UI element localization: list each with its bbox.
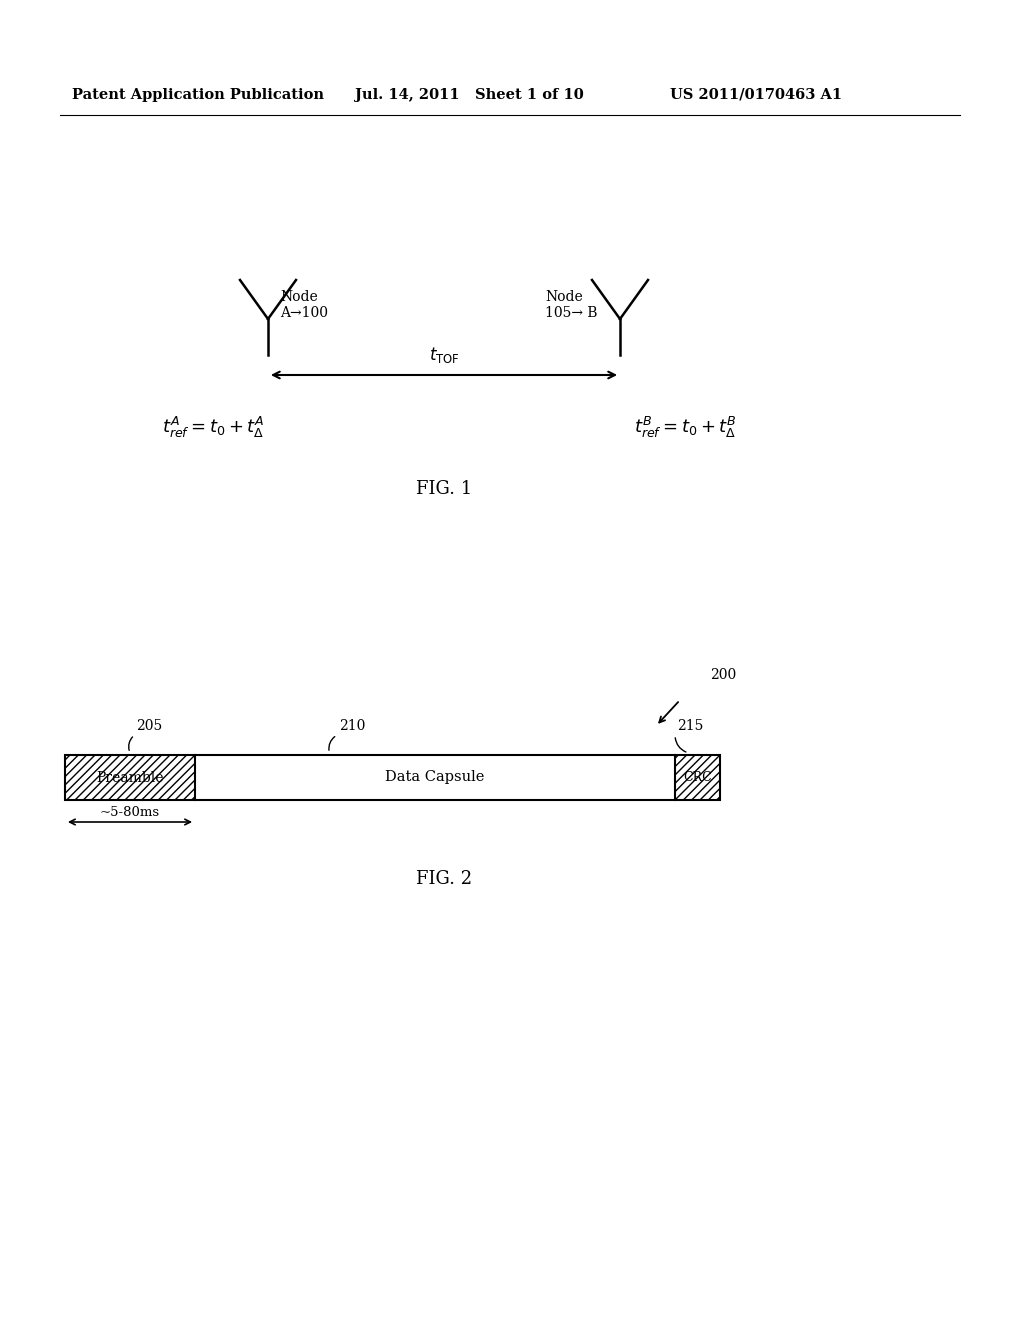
Text: 215: 215 bbox=[677, 719, 703, 733]
Text: Preamble: Preamble bbox=[96, 771, 164, 784]
Text: US 2011/0170463 A1: US 2011/0170463 A1 bbox=[670, 88, 842, 102]
Text: Jul. 14, 2011   Sheet 1 of 10: Jul. 14, 2011 Sheet 1 of 10 bbox=[355, 88, 584, 102]
Text: FIG. 2: FIG. 2 bbox=[416, 870, 472, 888]
Text: 205: 205 bbox=[136, 719, 163, 733]
Text: 210: 210 bbox=[339, 719, 366, 733]
Text: Node: Node bbox=[280, 290, 317, 304]
Bar bbox=[65, 755, 720, 800]
Bar bbox=[675, 755, 720, 800]
Text: CRC: CRC bbox=[683, 771, 712, 784]
Text: $t^{B}_{ref} = t_0 + t^{B}_{\Delta}$: $t^{B}_{ref} = t_0 + t^{B}_{\Delta}$ bbox=[634, 414, 736, 440]
Text: FIG. 1: FIG. 1 bbox=[416, 480, 472, 498]
Text: Patent Application Publication: Patent Application Publication bbox=[72, 88, 324, 102]
Text: $t^{A}_{ref} = t_0 + t^{A}_{\Delta}$: $t^{A}_{ref} = t_0 + t^{A}_{\Delta}$ bbox=[162, 414, 264, 440]
Bar bbox=[65, 755, 195, 800]
Text: 105→ B: 105→ B bbox=[545, 306, 597, 319]
Text: Data Capsule: Data Capsule bbox=[385, 771, 484, 784]
Text: A→100: A→100 bbox=[280, 306, 328, 319]
Text: 200: 200 bbox=[710, 668, 736, 682]
Text: Node: Node bbox=[545, 290, 583, 304]
Text: $t_\mathrm{TOF}$: $t_\mathrm{TOF}$ bbox=[429, 345, 460, 366]
Text: ~5-80ms: ~5-80ms bbox=[100, 807, 160, 818]
